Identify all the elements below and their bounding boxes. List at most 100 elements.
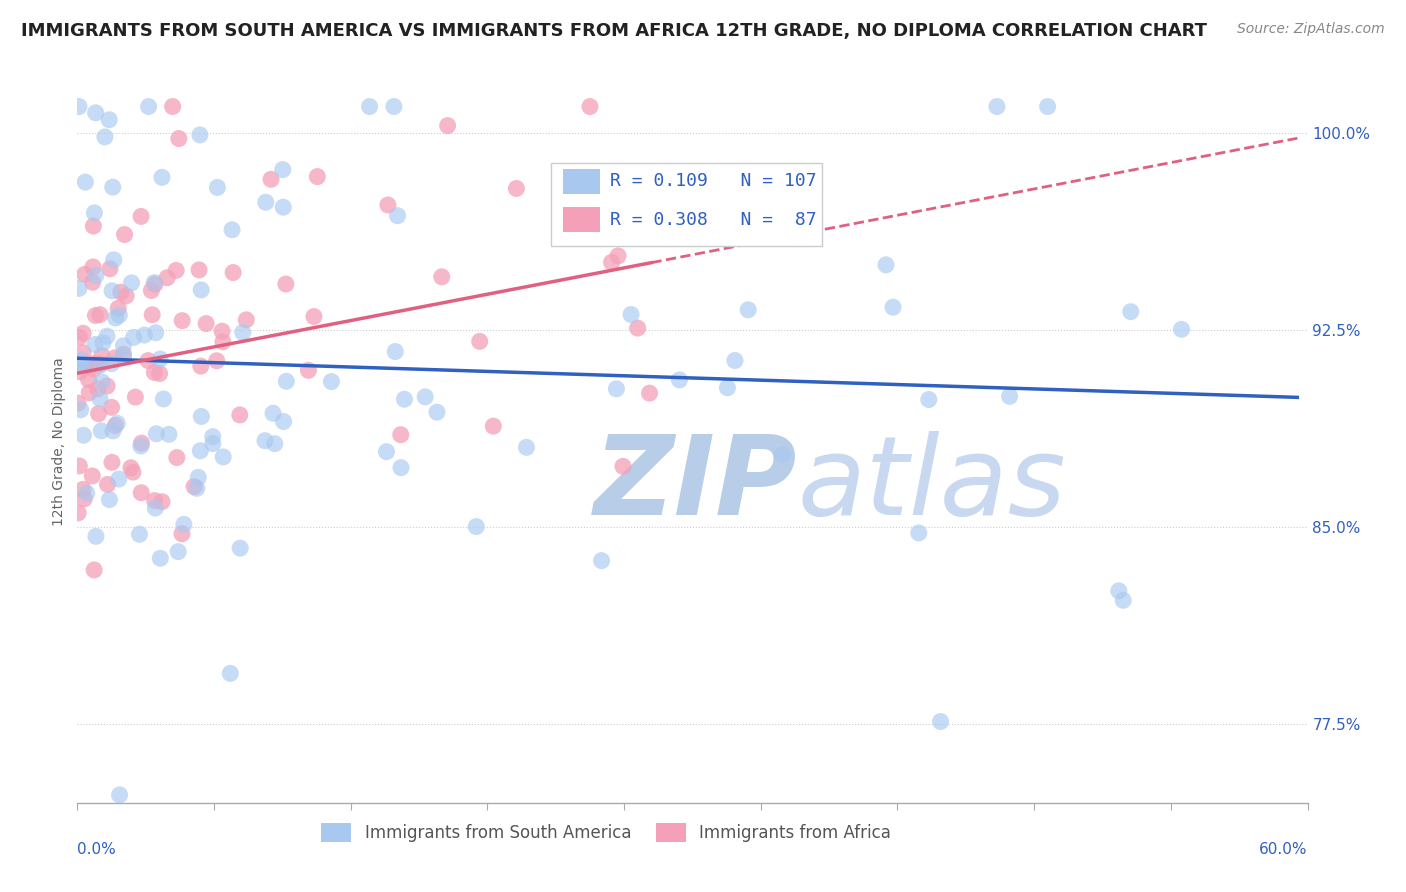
Point: [70, 353, 93, 368]
Point: [82, 260, 104, 274]
Point: [221, 223, 243, 237]
Point: [67, 458, 90, 473]
Point: [141, 308, 163, 322]
Point: [110, 285, 132, 300]
Point: [96, 329, 118, 343]
Point: [274, 277, 297, 291]
Point: [87, 407, 110, 421]
Point: [468, 334, 491, 349]
Point: [90, 349, 112, 363]
Point: [67, 330, 90, 344]
Text: R = 0.308   N =  87: R = 0.308 N = 87: [610, 211, 817, 229]
Point: [84, 309, 107, 323]
Point: [141, 284, 163, 298]
Point: [195, 317, 218, 331]
Point: [69, 402, 91, 417]
Point: [94, 130, 117, 145]
Point: [98, 261, 121, 276]
Text: Source: ZipAtlas.com: Source: ZipAtlas.com: [1237, 22, 1385, 37]
Point: [260, 172, 283, 186]
Point: [89, 357, 111, 371]
Point: [201, 436, 224, 450]
Point: [375, 444, 398, 458]
Point: [188, 443, 211, 458]
Text: 60.0%: 60.0%: [1260, 842, 1308, 856]
Point: [190, 359, 212, 373]
Legend: Immigrants from South America, Immigrants from Africa: Immigrants from South America, Immigrant…: [315, 816, 898, 848]
Point: [83, 206, 105, 220]
Bar: [551, 163, 821, 246]
Point: [73, 491, 96, 506]
Point: [91, 335, 114, 350]
Point: [72, 357, 94, 371]
Point: [69, 365, 91, 379]
Point: [190, 283, 212, 297]
Point: [389, 460, 412, 475]
Point: [188, 263, 211, 277]
Point: [84, 105, 107, 120]
Point: [167, 544, 190, 558]
Point: [166, 450, 188, 465]
Point: [138, 99, 160, 113]
Point: [145, 326, 167, 340]
Point: [136, 353, 159, 368]
Point: [67, 281, 90, 295]
Point: [75, 175, 97, 189]
Point: [170, 526, 193, 541]
Point: [67, 506, 90, 520]
Point: [436, 119, 458, 133]
Point: [600, 255, 623, 269]
Point: [98, 112, 121, 127]
Point: [121, 276, 143, 290]
Point: [205, 353, 228, 368]
Bar: [564, 208, 600, 232]
Point: [235, 313, 257, 327]
Point: [465, 519, 488, 533]
Text: ZIP: ZIP: [595, 432, 797, 539]
Point: [104, 351, 127, 365]
Point: [579, 99, 602, 113]
Point: [108, 788, 131, 802]
Point: [737, 302, 759, 317]
Point: [302, 310, 325, 324]
Point: [84, 337, 107, 351]
Point: [91, 375, 114, 389]
Point: [114, 227, 136, 242]
Point: [87, 382, 110, 396]
Point: [96, 477, 118, 491]
Point: [875, 258, 897, 272]
Point: [143, 277, 166, 291]
Point: [98, 492, 121, 507]
Point: [100, 357, 122, 371]
Point: [89, 308, 111, 322]
Point: [321, 375, 343, 389]
Point: [187, 470, 209, 484]
Point: [201, 430, 224, 444]
Point: [262, 406, 284, 420]
Point: [605, 382, 627, 396]
Point: [72, 326, 94, 341]
Point: [207, 180, 229, 194]
Point: [591, 554, 613, 568]
Point: [173, 517, 195, 532]
Point: [359, 99, 381, 113]
Point: [668, 373, 690, 387]
Point: [212, 334, 235, 349]
Y-axis label: 12th Grade, No Diploma: 12th Grade, No Diploma: [52, 357, 66, 526]
Point: [122, 465, 145, 479]
Point: [67, 356, 90, 370]
Point: [377, 198, 399, 212]
Point: [149, 367, 172, 381]
Point: [157, 427, 180, 442]
Point: [101, 180, 124, 194]
Point: [482, 419, 505, 434]
Point: [124, 390, 146, 404]
Point: [307, 169, 329, 184]
Point: [84, 529, 107, 543]
Point: [276, 374, 298, 388]
Point: [607, 249, 630, 263]
Point: [212, 450, 235, 464]
Point: [156, 270, 179, 285]
Point: [89, 392, 111, 406]
Point: [1112, 593, 1135, 607]
